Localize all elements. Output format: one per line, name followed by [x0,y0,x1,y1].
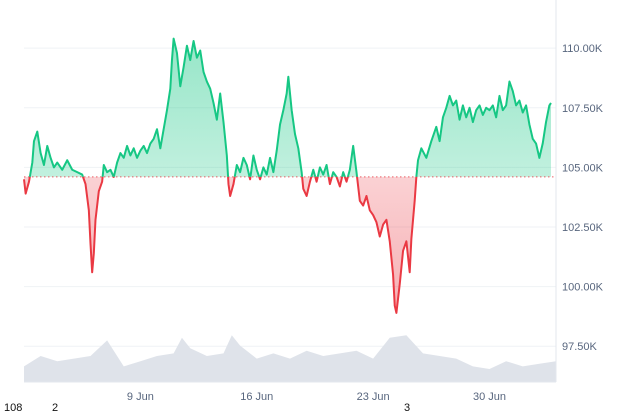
y-tick-label: 97.50K [562,341,598,353]
y-tick-label: 102.50K [562,222,604,234]
footer-label-b: 2 [52,402,59,414]
footer-label-c: 3 [404,402,411,414]
y-tick-label: 105.00K [562,162,604,174]
area-below-baseline [24,176,417,313]
y-tick-label: 100.00K [562,282,604,294]
x-tick-label: 23 Jun [357,391,390,403]
x-tick-label: 16 Jun [240,391,273,403]
x-tick-label: 30 Jun [473,391,506,403]
area-above-baseline [24,38,552,177]
x-axis-ticks: 9 Jun 16 Jun 23 Jun 30 Jun [127,391,506,403]
y-tick-label: 110.00K [562,43,603,55]
y-tick-label: 107.50K [562,103,604,115]
y-axis-ticks: 110.00K 107.50K 105.00K 102.50K 100.00K 97.50… [562,43,604,353]
volume-area [24,335,556,382]
price-line-above [28,37,552,177]
x-tick-label: 9 Jun [127,391,154,403]
footer-label-a: 108 [4,402,23,414]
